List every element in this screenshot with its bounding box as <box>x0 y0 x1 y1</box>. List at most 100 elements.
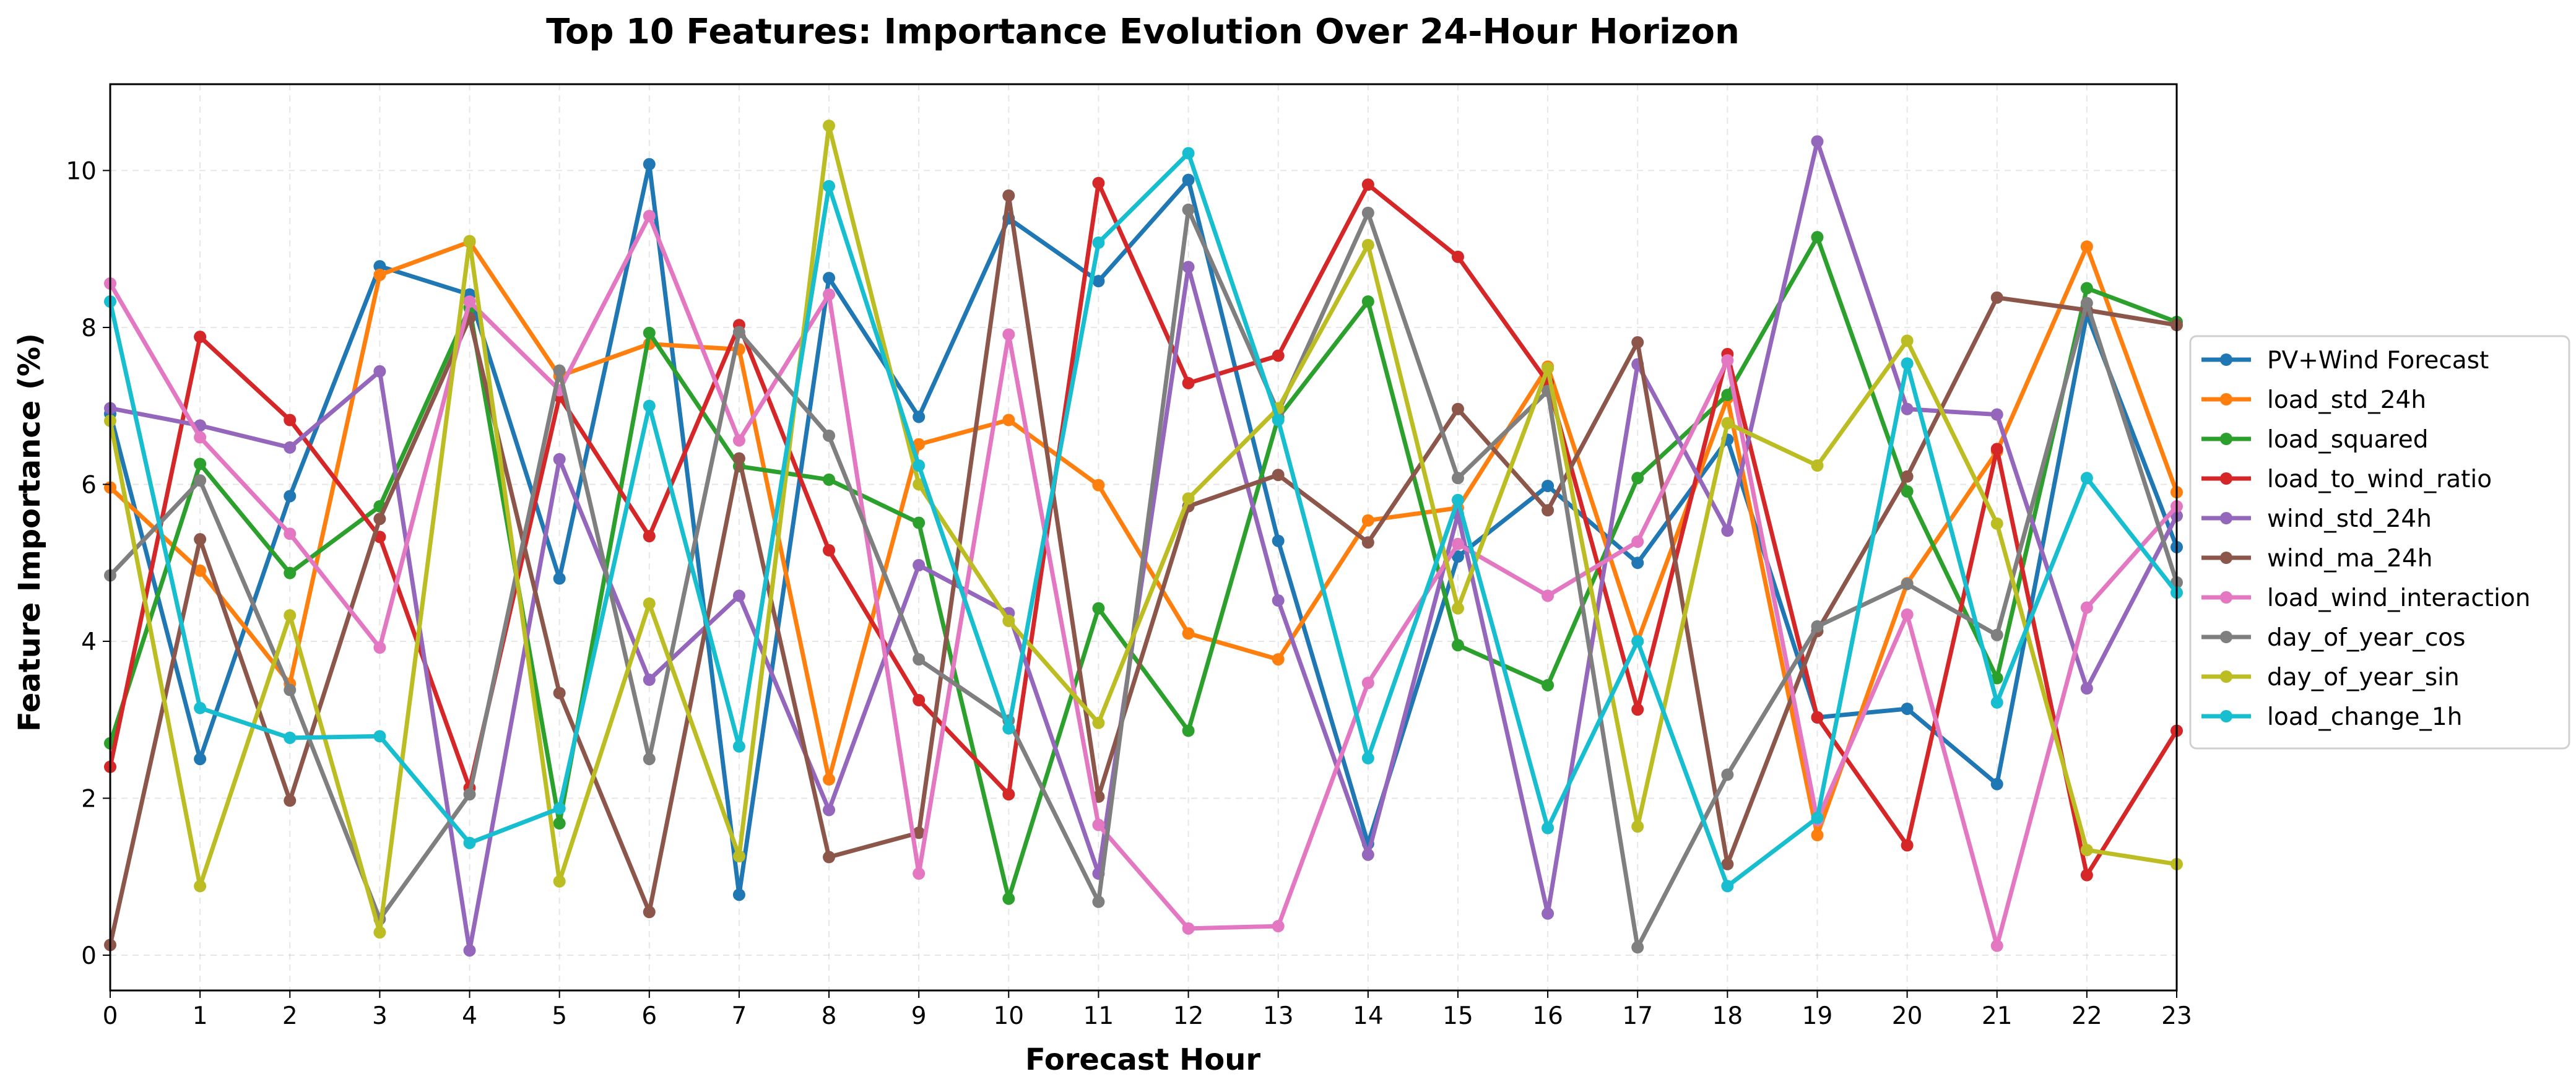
data-point <box>373 641 386 654</box>
data-point <box>1272 920 1285 933</box>
data-point <box>1721 354 1734 367</box>
data-point <box>1092 176 1105 189</box>
data-point <box>194 474 207 487</box>
data-point <box>284 414 297 427</box>
data-point <box>1092 602 1105 615</box>
data-point <box>823 851 836 864</box>
data-point <box>1721 857 1734 870</box>
data-point <box>553 817 566 830</box>
x-tick-label: 11 <box>1083 1002 1114 1030</box>
data-point <box>1182 724 1195 737</box>
x-tick-label: 20 <box>1892 1002 1923 1030</box>
x-tick-label: 19 <box>1802 1002 1833 1030</box>
legend-swatch-marker <box>2220 670 2232 683</box>
x-tick-label: 0 <box>103 1002 118 1030</box>
legend-label: load_squared <box>2267 426 2428 454</box>
data-point <box>1811 620 1824 633</box>
x-tick-label: 8 <box>822 1002 837 1030</box>
series-line <box>108 162 2179 897</box>
data-point <box>1811 812 1824 825</box>
data-point <box>1451 402 1464 415</box>
data-point <box>732 452 745 465</box>
data-point <box>284 609 297 622</box>
data-point <box>2080 297 2093 310</box>
y-tick-label: 2 <box>81 785 97 813</box>
data-point <box>1631 535 1644 548</box>
data-point <box>1092 275 1105 288</box>
data-point <box>1451 537 1464 550</box>
data-point <box>1002 328 1015 341</box>
data-point <box>1272 469 1285 482</box>
data-point <box>2080 282 2093 295</box>
data-point <box>1542 678 1555 691</box>
data-point <box>1631 472 1644 485</box>
legend-swatch-marker <box>2220 433 2232 445</box>
data-point <box>643 906 656 919</box>
data-point <box>1002 722 1015 735</box>
data-point <box>194 533 207 546</box>
legend-label: load_wind_interaction <box>2267 584 2530 612</box>
chart-title: Top 10 Features: Importance Evolution Ov… <box>546 12 1740 52</box>
data-point <box>1721 880 1734 893</box>
series-load_change_1h <box>104 147 2183 893</box>
data-point <box>194 880 207 893</box>
data-point <box>1990 443 2003 456</box>
data-point <box>1990 628 2003 641</box>
plot-area-frame <box>109 83 2178 992</box>
legend-swatch-marker <box>2220 472 2232 485</box>
data-point <box>643 753 656 766</box>
data-point <box>1451 472 1464 485</box>
data-point <box>373 365 386 378</box>
data-point <box>284 490 297 503</box>
data-point <box>643 209 656 222</box>
y-axis-label: Feature Importance (%) <box>12 333 47 732</box>
data-point <box>1272 414 1285 427</box>
data-point <box>1901 334 1914 347</box>
data-point <box>1002 892 1015 905</box>
data-point <box>913 558 926 571</box>
data-point <box>1451 250 1464 263</box>
data-point <box>1811 829 1824 842</box>
data-point <box>194 331 207 344</box>
data-point <box>1542 362 1555 375</box>
data-point <box>1542 821 1555 834</box>
legend-swatch-marker <box>2220 710 2232 722</box>
data-point <box>1451 639 1464 652</box>
data-point <box>1901 578 1914 591</box>
data-point <box>1990 291 2003 304</box>
legend-item: wind_ma_24h <box>2201 545 2432 573</box>
data-point <box>823 473 836 486</box>
data-point <box>553 453 566 466</box>
data-point <box>1811 135 1824 148</box>
x-tick-label: 5 <box>552 1002 567 1030</box>
data-point <box>1361 848 1374 861</box>
data-point <box>1901 702 1914 715</box>
series-line <box>108 123 2179 935</box>
data-point <box>823 804 836 817</box>
data-point <box>913 410 926 423</box>
data-point <box>194 753 207 766</box>
x-tick-label: 12 <box>1173 1002 1204 1030</box>
data-point <box>1002 788 1015 801</box>
data-point <box>732 740 745 753</box>
data-point <box>913 694 926 707</box>
data-point <box>823 773 836 786</box>
data-point <box>1542 907 1555 920</box>
y-tick-label: 4 <box>81 628 97 656</box>
data-point <box>1451 602 1464 615</box>
data-point <box>1182 492 1195 505</box>
data-point <box>1811 711 1824 724</box>
data-point <box>284 794 297 807</box>
legend-label: day_of_year_sin <box>2267 664 2460 691</box>
data-point <box>2080 601 2093 614</box>
data-point <box>373 513 386 526</box>
data-point <box>1990 778 2003 791</box>
legend-item: load_wind_interaction <box>2201 584 2530 612</box>
data-point <box>1811 459 1824 472</box>
x-tick-label: 15 <box>1442 1002 1473 1030</box>
data-point <box>1182 147 1195 160</box>
data-point <box>1901 839 1914 852</box>
data-point <box>284 566 297 579</box>
x-tick-label: 14 <box>1353 1002 1384 1030</box>
